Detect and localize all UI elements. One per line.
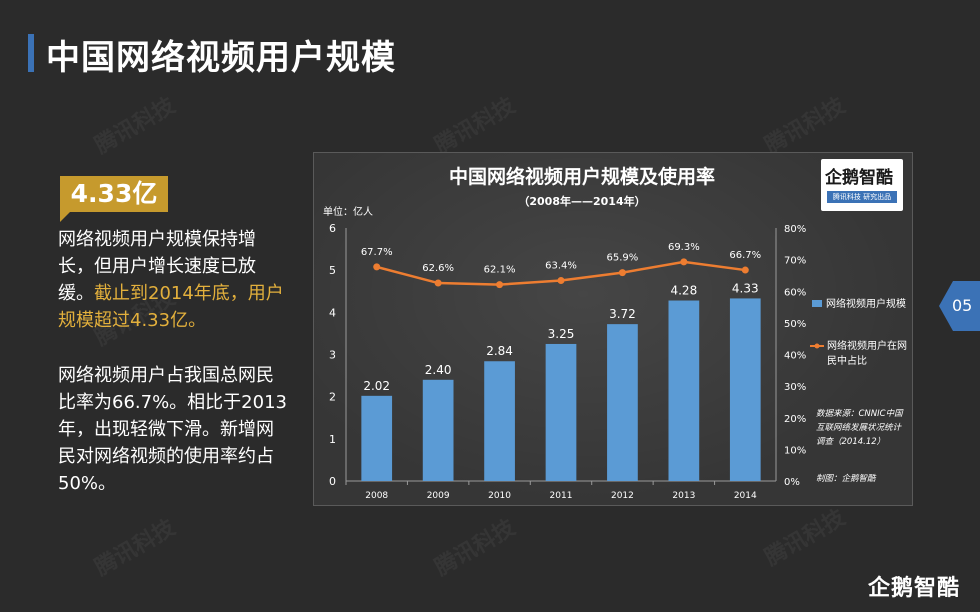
chart-title: 中国网络视频用户规模及使用率: [449, 165, 715, 188]
legend-bar-label: 网络视频用户规模: [826, 297, 906, 310]
bar-value-label: 2.84: [486, 344, 513, 358]
watermark: 腾讯科技: [90, 93, 180, 159]
bar-value-label: 3.72: [609, 307, 636, 321]
highlight-tail: [60, 212, 70, 222]
x-tick-label: 2010: [488, 491, 511, 501]
y2-tick-label: 10%: [784, 445, 806, 456]
line-point: [741, 266, 749, 274]
y-tick-label: 3: [329, 349, 336, 362]
watermark: 腾讯科技: [430, 515, 520, 581]
x-tick-label: 2013: [672, 491, 695, 501]
source-note-line: 互联网络发展状况统计: [816, 422, 903, 433]
paragraph-growth-text: 网络视频用户规模保持增长，但用户增长速度已放缓。: [58, 229, 256, 304]
y-tick-label: 4: [329, 306, 336, 319]
line-point: [434, 279, 442, 287]
line-value-label: 66.7%: [729, 250, 761, 261]
bar: [422, 379, 454, 481]
line-value-label: 62.1%: [484, 265, 516, 276]
y2-tick-label: 50%: [784, 319, 806, 330]
maker-note: 制图：企鹅智酷: [816, 473, 877, 484]
bar: [729, 298, 761, 481]
bar-value-label: 3.25: [548, 327, 575, 341]
y-tick-label: 1: [329, 433, 336, 446]
bar: [607, 324, 638, 481]
y-tick-label: 6: [329, 222, 336, 235]
y2-tick-label: 20%: [784, 414, 806, 425]
watermark: 腾讯科技: [430, 93, 520, 159]
y2-tick-label: 80%: [784, 224, 806, 235]
page-number: 05: [952, 296, 973, 315]
y2-tick-label: 40%: [784, 351, 806, 362]
bar: [668, 300, 700, 481]
line-value-label: 67.7%: [361, 247, 393, 258]
paragraph-growth-highlight: 截止到2014年底，用户规模超过4.33亿。: [58, 283, 284, 331]
line-value-label: 65.9%: [607, 253, 639, 264]
y2-tick-label: 30%: [784, 382, 806, 393]
line-point: [496, 281, 504, 289]
watermark: 腾讯科技: [760, 93, 850, 159]
bar: [484, 361, 515, 481]
bar: [361, 395, 393, 481]
y-tick-label: 5: [329, 264, 336, 277]
line-point: [557, 276, 565, 284]
bar-value-label: 2.40: [425, 363, 452, 377]
line-value-label: 63.4%: [545, 260, 577, 271]
y-tick-label: 2: [329, 391, 336, 404]
chart-svg: 中国网络视频用户规模及使用率 （2008年——2014年） 单位：亿人 0 1 2 3…: [323, 165, 907, 501]
title-accent-bar: [28, 34, 34, 72]
y2-tick-label: 70%: [784, 256, 806, 267]
line-point: [618, 269, 626, 277]
legend-line-label-1: 网络视频用户在网: [827, 339, 907, 352]
x-tick-label: 2011: [550, 491, 573, 501]
paragraph-growth: 网络视频用户规模保持增长，但用户增长速度已放缓。截止到2014年底，用户规模超过…: [58, 226, 288, 334]
x-tick-label: 2014: [734, 491, 757, 501]
source-note-line: 数据来源：CNNIC中国: [816, 408, 904, 419]
legend-line-label-2: 民中占比: [827, 354, 867, 367]
chart-logo: 企鹅智酷 腾讯科技 研究出品: [821, 159, 903, 211]
watermark: 腾讯科技: [760, 505, 850, 571]
line-value-label: 62.6%: [422, 263, 454, 274]
line-point: [373, 263, 381, 271]
bar-value-label: 4.28: [670, 284, 697, 298]
x-tick-label: 2009: [427, 491, 450, 501]
y2-tick-label: 60%: [784, 287, 806, 298]
y-tick-label: 0: [329, 475, 336, 488]
legend-bar-swatch: [812, 300, 822, 307]
bar-value-label: 4.33: [732, 281, 759, 295]
paragraph-ratio: 网络视频用户占我国总网民比率为66.7%。相比于2013年，出现轻微下滑。新增网…: [58, 365, 287, 494]
page-badge: [939, 281, 980, 331]
y2-tick-label: 0%: [784, 477, 800, 488]
x-tick-label: 2012: [611, 491, 634, 501]
line-point: [680, 258, 688, 266]
brand-logo: 企鹅智酷: [868, 576, 961, 601]
chart-panel: 中国网络视频用户规模及使用率 （2008年——2014年） 单位：亿人 0 1 2 3…: [313, 152, 913, 506]
chart-logo-subtitle: 腾讯科技 研究出品: [827, 191, 897, 203]
line-value-label: 69.3%: [668, 242, 700, 253]
x-tick-label: 2008: [365, 491, 388, 501]
chart-subtitle: （2008年——2014年）: [518, 194, 645, 208]
chart-logo-text: 企鹅智酷: [825, 168, 893, 188]
bar-value-label: 2.02: [363, 379, 390, 393]
legend-line-marker: [814, 343, 820, 349]
bar: [545, 343, 577, 481]
highlight-value: 4.33亿: [60, 176, 168, 212]
source-note-line: 调查（2014.12）: [816, 436, 885, 447]
unit-label: 单位：亿人: [323, 205, 373, 218]
page-title: 中国网络视频用户规模: [46, 38, 396, 78]
watermark: 腾讯科技: [90, 515, 180, 581]
